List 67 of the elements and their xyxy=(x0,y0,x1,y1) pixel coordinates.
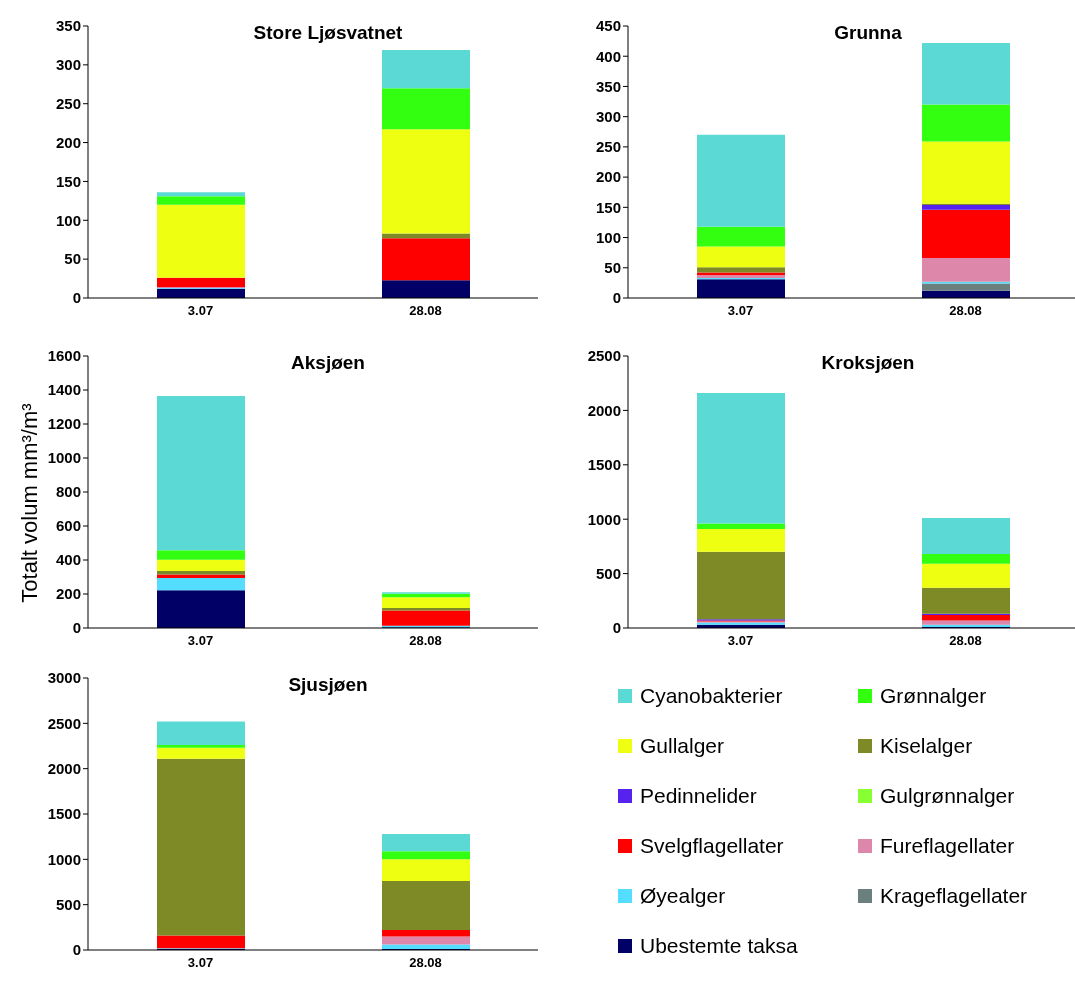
y-tick-label: 350 xyxy=(55,17,81,35)
x-tick-label: 3.07 xyxy=(187,955,214,971)
chart-title: Kroksjøen xyxy=(820,352,916,374)
y-tick-label: 0 xyxy=(72,289,81,307)
legend-label: Øyealger xyxy=(640,884,726,908)
x-tick-label: 28.08 xyxy=(409,303,442,319)
legend-label: Grønnalger xyxy=(880,684,987,708)
y-tick-label: 300 xyxy=(595,107,621,125)
y-tick-label: 1500 xyxy=(47,805,81,823)
y-tick-label: 250 xyxy=(595,138,621,156)
legend-label: Gulgrønnalger xyxy=(880,784,1015,808)
x-tick-label: 3.07 xyxy=(187,303,214,319)
legend-label: Fureflagellater xyxy=(880,834,1015,858)
x-tick-label: 3.07 xyxy=(187,633,214,649)
x-tick-label: 3.07 xyxy=(727,303,754,319)
y-tick-label: 200 xyxy=(595,168,621,186)
y-tick-label: 400 xyxy=(595,47,621,65)
y-tick-label: 1200 xyxy=(47,415,81,433)
y-tick-label: 450 xyxy=(595,17,621,35)
legend-label: Pedinnelider xyxy=(640,784,757,808)
x-tick-label: 28.08 xyxy=(949,303,982,319)
y-tick-label: 250 xyxy=(55,95,81,113)
y-tick-label: 150 xyxy=(55,172,81,190)
chart-title: Grunna xyxy=(833,22,903,44)
x-tick-label: 28.08 xyxy=(949,633,982,649)
y-axis-title: Totalt volum mm³/m³ xyxy=(17,403,43,603)
y-tick-label: 150 xyxy=(595,198,621,216)
y-tick-label: 2000 xyxy=(47,759,81,777)
legend-label: Svelgflagellater xyxy=(640,834,784,858)
y-tick-label: 3000 xyxy=(47,669,81,687)
x-tick-label: 28.08 xyxy=(409,633,442,649)
chart-title: Store Ljøsvatnet xyxy=(252,22,404,44)
y-tick-label: 1000 xyxy=(587,510,621,528)
y-tick-label: 100 xyxy=(55,211,81,229)
y-tick-label: 1500 xyxy=(587,456,621,474)
x-tick-label: 28.08 xyxy=(409,955,442,971)
chart-title: Aksjøen xyxy=(290,352,366,374)
y-tick-label: 0 xyxy=(612,289,621,307)
y-tick-label: 1600 xyxy=(47,347,81,365)
y-tick-label: 1400 xyxy=(47,381,81,399)
x-tick-label: 3.07 xyxy=(727,633,754,649)
y-tick-label: 500 xyxy=(55,895,81,913)
legend-label: Kiselalger xyxy=(880,734,973,758)
y-tick-label: 400 xyxy=(55,551,81,569)
chart-title: Sjusjøen xyxy=(287,674,369,696)
y-tick-label: 100 xyxy=(595,228,621,246)
y-tick-label: 2000 xyxy=(587,401,621,419)
y-tick-label: 200 xyxy=(55,133,81,151)
y-tick-label: 500 xyxy=(595,564,621,582)
y-tick-label: 50 xyxy=(604,259,621,277)
legend-label: Gullalger xyxy=(640,734,725,758)
y-tick-label: 1000 xyxy=(47,449,81,467)
y-tick-label: 0 xyxy=(72,619,81,637)
y-tick-label: 0 xyxy=(72,941,81,959)
legend-label: Krageflagellater xyxy=(880,884,1028,908)
y-tick-label: 50 xyxy=(64,250,81,268)
y-tick-label: 2500 xyxy=(47,714,81,732)
legend-label: Cyanobakterier xyxy=(640,684,783,708)
y-tick-label: 300 xyxy=(55,56,81,74)
legend-label: Ubestemte taksa xyxy=(640,934,798,958)
y-tick-label: 200 xyxy=(55,585,81,603)
y-tick-label: 1000 xyxy=(47,850,81,868)
y-tick-label: 350 xyxy=(595,77,621,95)
y-tick-label: 800 xyxy=(55,483,81,501)
y-tick-label: 2500 xyxy=(587,347,621,365)
y-tick-label: 0 xyxy=(612,619,621,637)
y-tick-label: 600 xyxy=(55,517,81,535)
